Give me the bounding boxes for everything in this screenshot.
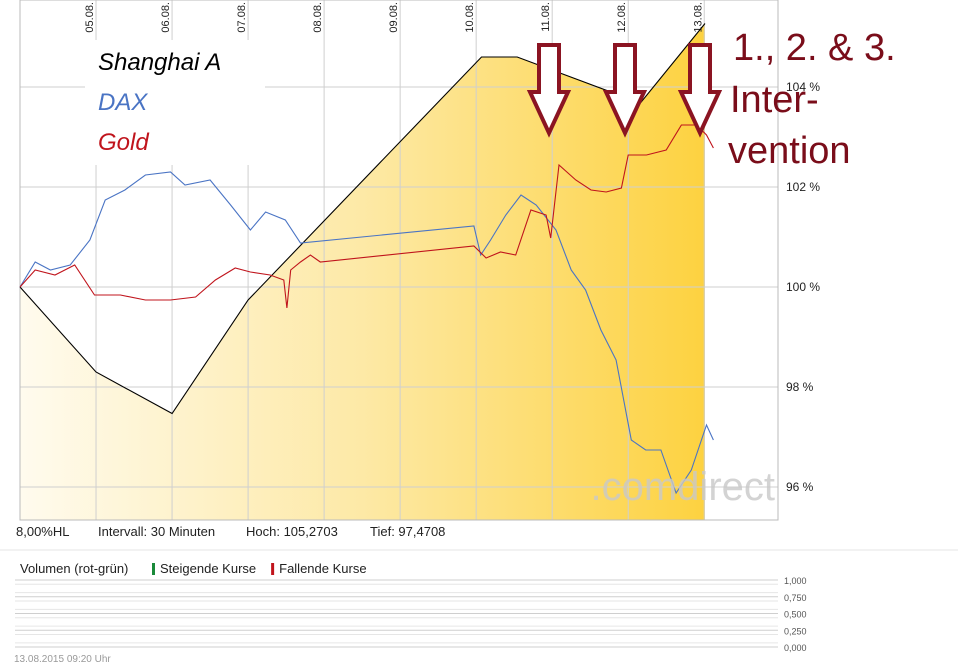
x-tick-label: 08.08. bbox=[312, 2, 324, 33]
series-line bbox=[19, 124, 714, 309]
legend-entry: Steigende Kurse bbox=[160, 561, 256, 576]
legend-swatch bbox=[271, 563, 275, 575]
legend-box bbox=[85, 40, 265, 165]
y-tick-label: 100 % bbox=[786, 280, 820, 294]
y-tick-label: 98 % bbox=[786, 380, 814, 394]
y-tick-label: 0,000 bbox=[784, 643, 807, 653]
x-tick-label: 10.08. bbox=[464, 2, 476, 33]
annotation: Inter- bbox=[730, 79, 819, 121]
watermark: .comdirect bbox=[591, 465, 776, 509]
x-tick-label: 07.08. bbox=[236, 2, 248, 33]
info: 8,00%HL bbox=[16, 524, 69, 539]
arrows bbox=[526, 43, 723, 138]
y-tick-label: 0,500 bbox=[784, 610, 807, 620]
arrow bbox=[526, 43, 572, 138]
x-tick-label: 05.08. bbox=[84, 2, 96, 33]
y-tick-label: 0,250 bbox=[784, 626, 807, 636]
legend-entry: DAX bbox=[98, 89, 148, 116]
annotation: vention bbox=[728, 130, 851, 172]
y-tick-label: 0,750 bbox=[784, 593, 807, 603]
annotation: 1., 2. & 3. bbox=[733, 27, 896, 69]
x-tick-label: 09.08. bbox=[388, 2, 400, 33]
y-tick-label: 96 % bbox=[786, 480, 814, 494]
timestamp: 13.08.2015 09:20 Uhr bbox=[14, 654, 111, 665]
arrow bbox=[602, 43, 648, 138]
legend-swatch bbox=[152, 563, 155, 575]
legend-entry: Gold bbox=[98, 129, 149, 156]
area bbox=[20, 23, 705, 520]
info: Hoch: 105,2703 bbox=[246, 524, 338, 539]
x-tick-label: 06.08. bbox=[160, 2, 172, 33]
plot-frame bbox=[19, 0, 779, 521]
series-line bbox=[19, 171, 714, 495]
info: Intervall: 30 Minuten bbox=[98, 524, 215, 539]
y-tick-label: 102 % bbox=[786, 180, 820, 194]
legend-entry: Fallende Kurse bbox=[279, 561, 366, 576]
x-tick-label: 13.08. bbox=[692, 2, 704, 33]
info: Tief: 97,4708 bbox=[370, 524, 445, 539]
arrow bbox=[677, 43, 723, 138]
x-tick-label: 12.08. bbox=[616, 2, 628, 33]
x-tick-label: 11.08. bbox=[540, 2, 552, 32]
y-tick-label: 104 % bbox=[786, 80, 820, 94]
volume-title: Volumen (rot-grün) bbox=[20, 561, 128, 576]
y-tick-label: 1,000 bbox=[784, 576, 807, 586]
legend-entry: Shanghai A bbox=[98, 49, 221, 76]
